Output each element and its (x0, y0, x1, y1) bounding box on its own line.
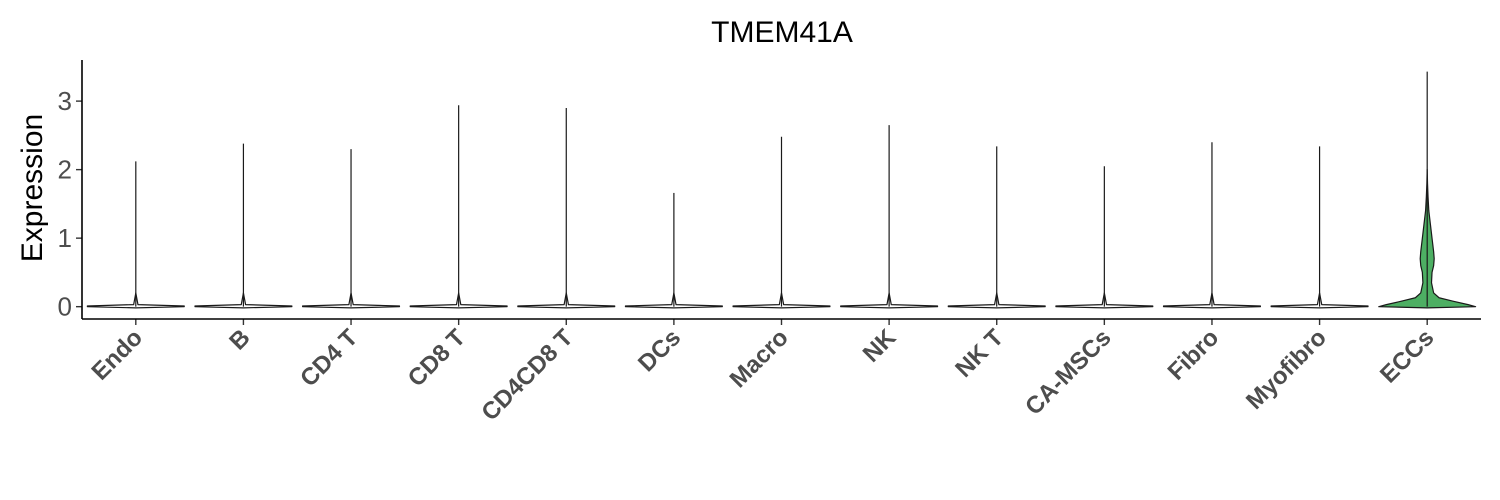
x-tick-label: Fibro (1163, 324, 1225, 386)
violin-fibro (1162, 142, 1261, 309)
violin-cd8-t (409, 105, 508, 309)
violin-cd4cd8-t (517, 107, 616, 309)
x-tick-label: CD8 T (403, 324, 471, 392)
violin-nk-t (947, 146, 1046, 309)
x-tick-label: CD4 T (295, 324, 363, 392)
violin-ca-mscs (1055, 166, 1154, 309)
x-ticks-group: Endo B CD4 T CD8 T CD4CD8 T DCs Macro NK NK T CA-… (87, 319, 1439, 426)
violin-macro (732, 136, 831, 309)
y-tick-label: 0 (58, 292, 72, 322)
violins-group (86, 71, 1477, 309)
x-tick-label: NK T (950, 324, 1009, 383)
violin-myofibro (1270, 146, 1369, 309)
violin-dcs (624, 192, 723, 309)
violin-nk (840, 125, 939, 309)
y-tick-label: 3 (58, 86, 72, 116)
y-ticks-group: 0 1 2 3 (58, 86, 82, 322)
violin-endo (86, 161, 185, 309)
x-tick-label: Endo (87, 324, 149, 386)
x-tick-label: Macro (725, 324, 794, 393)
x-tick-label: CD4CD8 T (476, 324, 578, 426)
x-tick-label: ECCs (1375, 324, 1439, 388)
x-tick-label: Myofibro (1241, 324, 1332, 415)
y-tick-label: 1 (58, 223, 72, 253)
chart-title: TMEM41A (711, 16, 853, 49)
violin-eccs (1378, 71, 1477, 309)
x-tick-label: NK (858, 324, 902, 368)
violin-b (194, 143, 293, 309)
y-tick-label: 2 (58, 155, 72, 185)
x-tick-label: DCs (633, 324, 686, 377)
violin-cd4-t (302, 149, 401, 309)
x-tick-label: B (224, 324, 255, 355)
x-tick-label: CA-MSCs (1020, 324, 1116, 420)
y-axis-label: Expression (16, 114, 49, 262)
